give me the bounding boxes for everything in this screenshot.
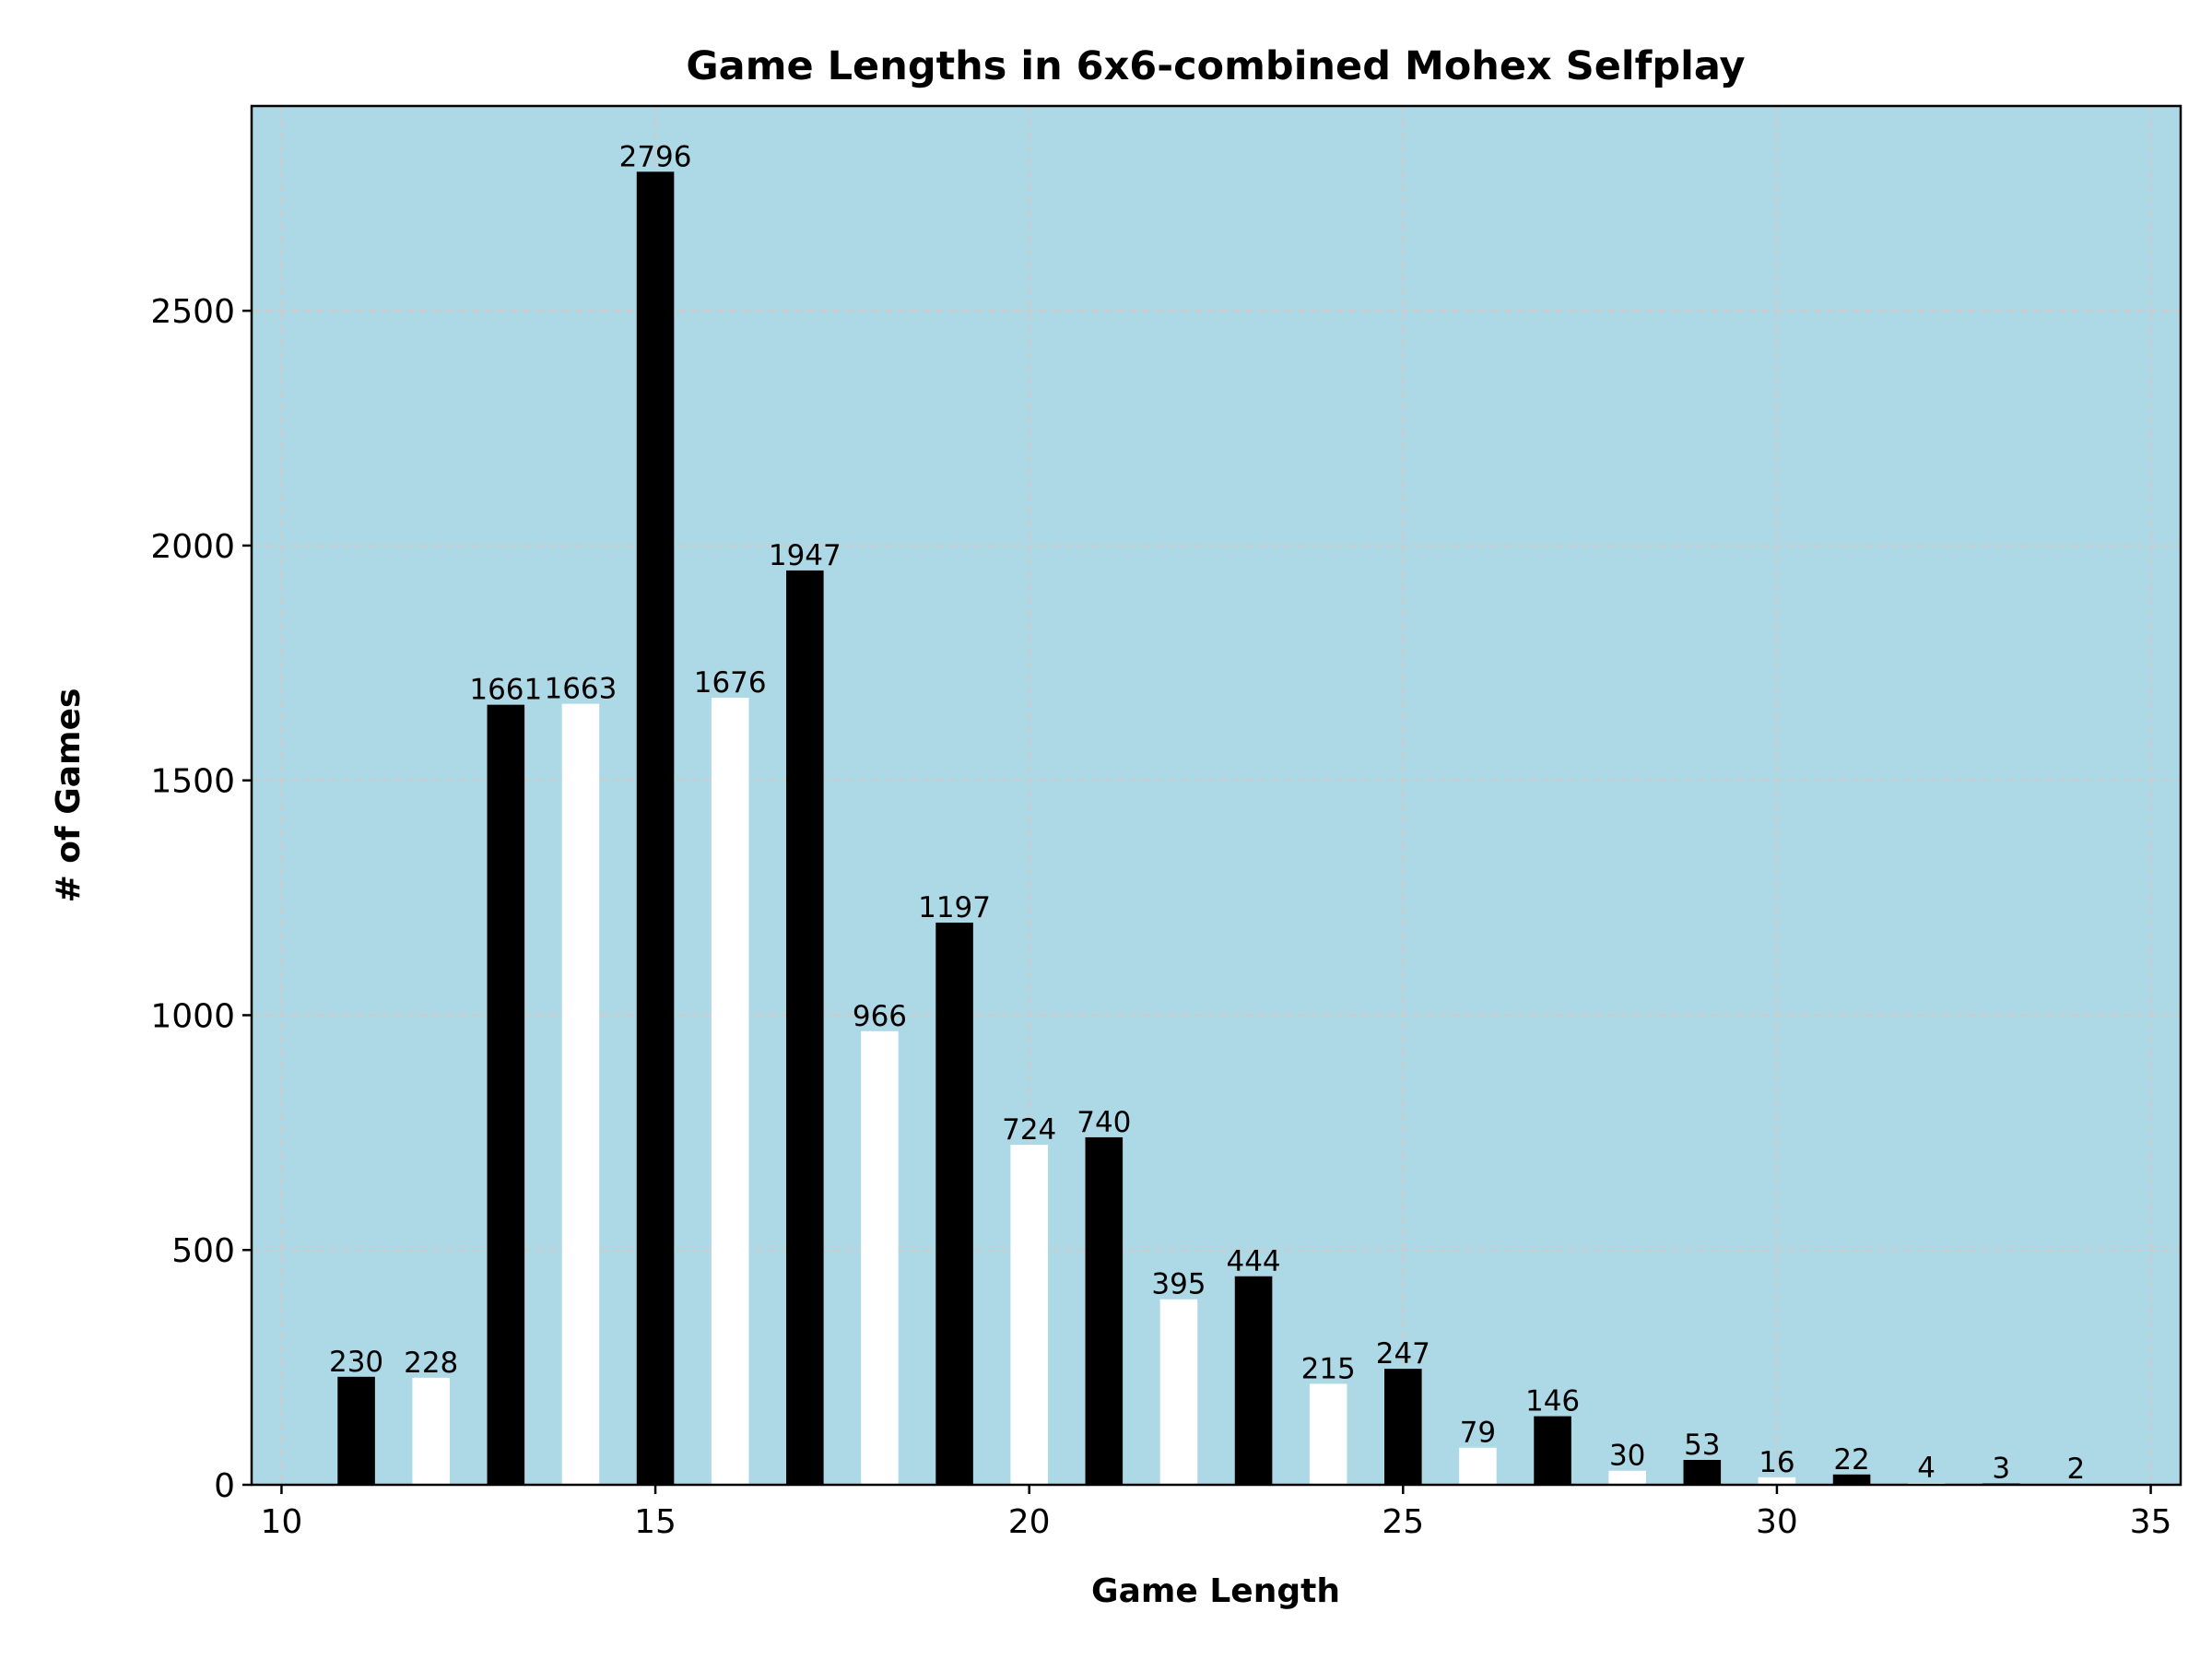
bar: [561, 703, 600, 1485]
bar: [1010, 1145, 1048, 1485]
data-label: 395: [1151, 1268, 1206, 1301]
data-label: 146: [1525, 1385, 1580, 1418]
bar: [337, 1376, 375, 1485]
bar: [487, 704, 525, 1485]
y-tick-label: 2000: [150, 528, 235, 566]
data-label: 966: [853, 1000, 907, 1033]
bar: [412, 1377, 450, 1485]
data-label: 79: [1460, 1417, 1496, 1450]
x-tick-label: 20: [1008, 1503, 1051, 1541]
data-label: 2: [2067, 1453, 2086, 1486]
data-label: 247: [1376, 1337, 1430, 1371]
data-label: 4: [1917, 1452, 1936, 1485]
data-label: 22: [1833, 1443, 1869, 1477]
data-label: 230: [329, 1346, 383, 1379]
plot-area: [252, 106, 2181, 1485]
bar: [935, 923, 973, 1485]
bar: [1384, 1369, 1422, 1485]
bar: [1683, 1459, 1722, 1485]
bar: [711, 698, 749, 1485]
data-label: 1947: [769, 539, 841, 572]
data-label: 1661: [469, 674, 542, 707]
bar: [1309, 1383, 1347, 1485]
axis-ticks: 10 15 20 25 30 35 0 500 1000 1500 2000 2500: [150, 293, 2171, 1541]
bar: [1832, 1474, 1871, 1485]
data-label: 16: [1759, 1446, 1794, 1479]
data-label: 1663: [544, 673, 617, 706]
y-tick-label: 2500: [150, 293, 235, 331]
bar: [636, 171, 675, 1485]
data-label: 228: [404, 1347, 458, 1380]
bars: [337, 171, 2095, 1485]
y-tick-label: 500: [171, 1232, 235, 1270]
data-label: 724: [1002, 1113, 1056, 1147]
bar: [1534, 1416, 1571, 1485]
data-label: 444: [1226, 1245, 1280, 1278]
x-tick-label: 25: [1382, 1503, 1424, 1541]
data-label: 30: [1609, 1440, 1645, 1473]
bar: [1234, 1276, 1273, 1485]
data-label: 2796: [619, 140, 692, 173]
y-tick-label: 1500: [150, 763, 235, 801]
data-label: 1197: [918, 891, 991, 924]
x-tick-label: 30: [1756, 1503, 1798, 1541]
data-label: 740: [1077, 1106, 1131, 1139]
data-label: 1676: [694, 666, 767, 700]
bar: [861, 1030, 899, 1485]
x-tick-label: 35: [2130, 1503, 2172, 1541]
bar: [1608, 1470, 1646, 1485]
bar: [1459, 1447, 1497, 1485]
y-axis-label: # of Games: [50, 688, 88, 903]
x-tick-label: 10: [261, 1503, 303, 1541]
bar: [786, 570, 824, 1485]
plot-frame: [250, 104, 2183, 1487]
x-tick-label: 15: [634, 1503, 677, 1541]
chart-title: Game Lengths in 6x6-combined Mohex Selfp…: [686, 43, 1745, 89]
bar: [1159, 1299, 1198, 1485]
y-tick-label: 0: [214, 1467, 235, 1505]
bar: [1758, 1477, 1796, 1485]
data-label: 215: [1301, 1352, 1356, 1385]
data-label: 53: [1684, 1429, 1720, 1462]
y-tick-label: 1000: [150, 997, 235, 1035]
x-axis-label: Game Length: [1091, 1572, 1340, 1610]
data-label: 3: [1992, 1452, 2010, 1485]
bar: [1085, 1136, 1124, 1485]
